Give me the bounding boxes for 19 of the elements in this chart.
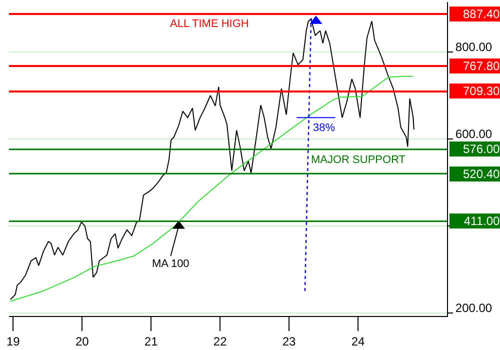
x-tick-label: 20	[75, 334, 90, 348]
annotation: ALL TIME HIGH	[170, 18, 249, 30]
ref-line-label: 887.40	[462, 7, 500, 21]
x-tick-label: 19	[6, 334, 20, 348]
y-tick-label: 600.00	[455, 127, 492, 142]
y-tick-label: 200.00	[455, 301, 492, 316]
annotation: 38%	[313, 122, 336, 134]
y-tick-label: 800.00	[455, 40, 492, 54]
annotation: MAJOR SUPPORT	[311, 154, 406, 166]
x-tick-label: 21	[144, 334, 158, 348]
annotation: MA 100	[152, 258, 190, 270]
x-tick-label: 23	[282, 334, 296, 348]
ref-line-label: 767.80	[462, 59, 500, 73]
x-tick-label: 24	[351, 334, 366, 348]
ref-line-label: 709.30	[462, 84, 500, 98]
ref-line-label: 576.00	[462, 142, 500, 156]
ref-line-label: 411.00	[464, 214, 500, 228]
ref-line-label: 520.40	[462, 167, 500, 181]
x-tick-label: 22	[213, 334, 228, 348]
